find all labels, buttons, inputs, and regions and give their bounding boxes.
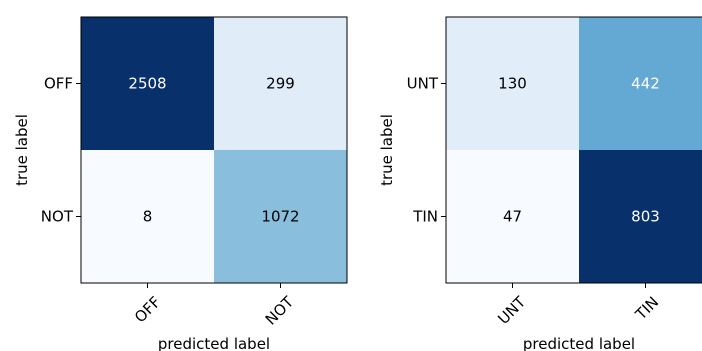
plot-frame: [80, 16, 348, 284]
x-tick-label: OFF: [131, 293, 164, 326]
y-tick-label: TIN: [412, 208, 438, 226]
heatmap-cell: [214, 17, 347, 150]
cell-value-label: 1072: [261, 208, 299, 226]
cell-value-label: 130: [498, 75, 527, 93]
heatmap-cell: [446, 17, 579, 150]
y-axis-label: true label: [378, 114, 396, 186]
cell-value-label: 8: [143, 208, 153, 226]
confusion-matrix-right: 130 442 47 803 UNT TIN UNT TIN predicted label tr…: [378, 16, 702, 351]
cell-value-label: 803: [631, 208, 660, 226]
cell-value-label: 47: [503, 208, 522, 226]
cell-value-label: 442: [631, 75, 660, 93]
cell-value-label: 2508: [128, 75, 166, 93]
x-tick-label: NOT: [262, 292, 298, 328]
heatmap-cell: [81, 150, 214, 283]
confusion-matrix-left: 2508 299 8 1072 OFF NOT OFF NOT predicted label t…: [13, 16, 348, 351]
heatmap-cell: [81, 17, 214, 150]
heatmap-cell: [446, 150, 579, 283]
heatmap-cell: [579, 17, 702, 150]
plot-frame: [445, 16, 702, 284]
x-tick-label: UNT: [494, 292, 529, 327]
x-axis-label: predicted label: [158, 335, 270, 351]
y-tick-label: UNT: [407, 75, 439, 93]
x-tick-label: TIN: [631, 293, 662, 324]
y-tick-label: NOT: [41, 208, 74, 226]
y-axis-label: true label: [13, 114, 31, 186]
y-tick-label: OFF: [44, 75, 73, 93]
heatmap-cell: [579, 150, 702, 283]
heatmap-cell: [214, 150, 347, 283]
cell-value-label: 299: [266, 75, 295, 93]
x-axis-label: predicted label: [523, 335, 635, 351]
